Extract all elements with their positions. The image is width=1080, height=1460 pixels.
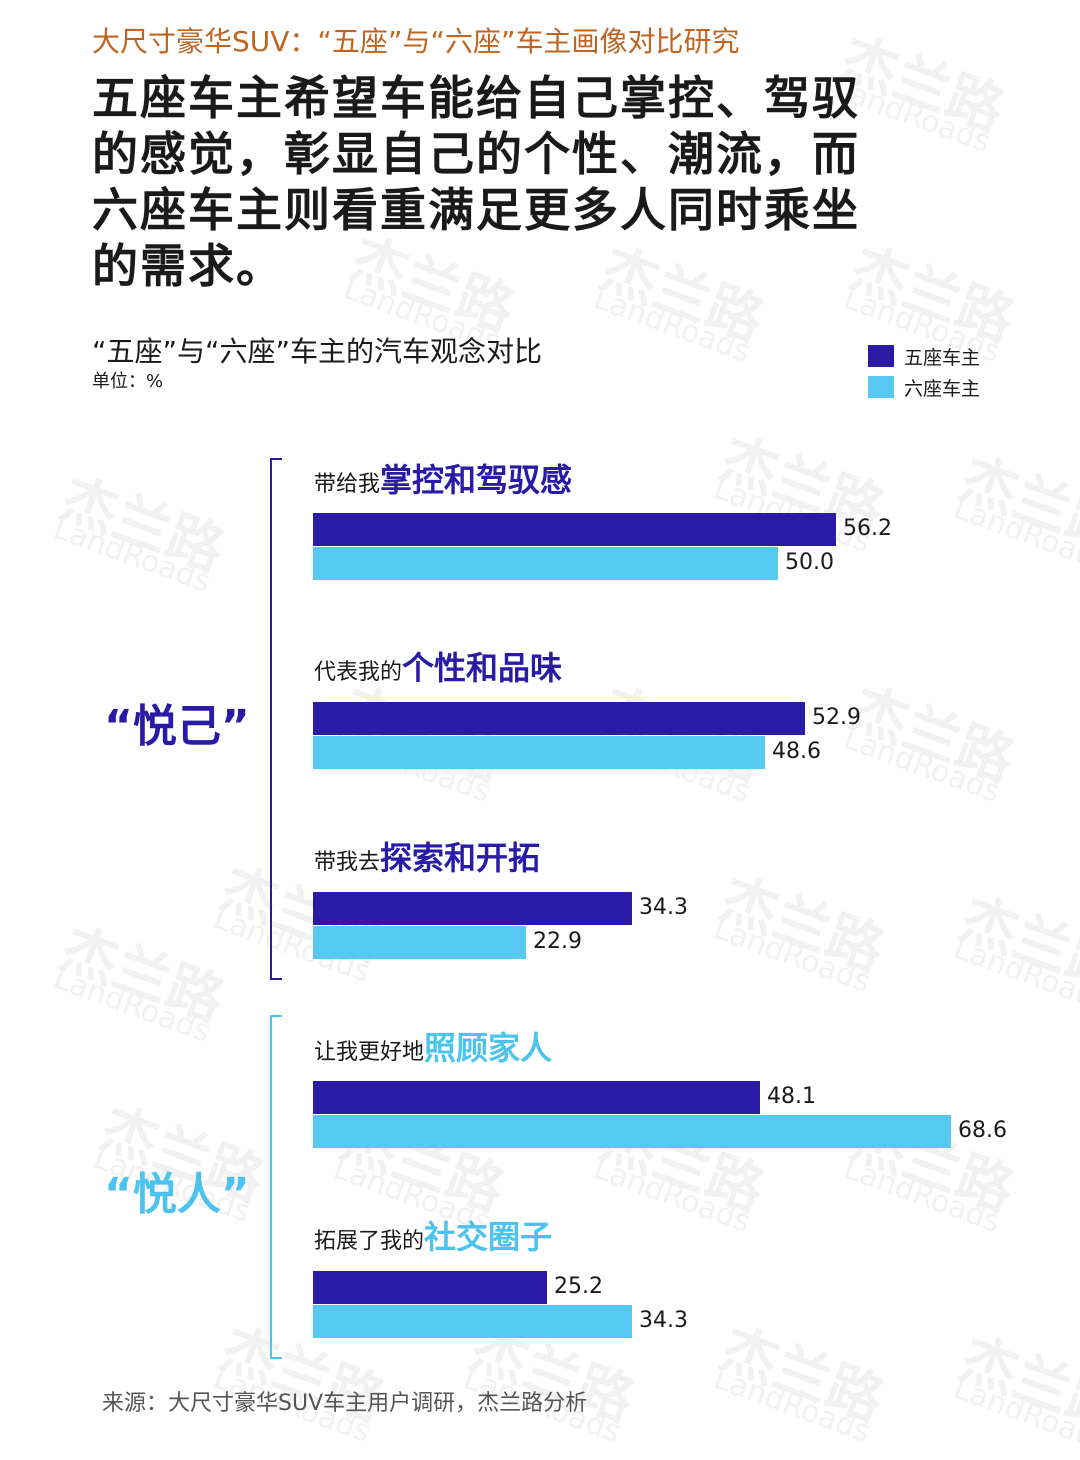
- watermark-text: 杰兰路: [952, 885, 1080, 1005]
- category-label-prefix: 代表我的: [314, 660, 403, 685]
- watermark-text: 杰兰路: [52, 915, 233, 1035]
- watermark-subtext: LandRoads: [948, 490, 1080, 581]
- bar-six-seat: [313, 1305, 632, 1338]
- category-label: 带我去探索和开拓: [314, 833, 540, 879]
- category-label: 让我更好地照顾家人: [314, 1023, 552, 1069]
- category-label-prefix: 带给我: [314, 472, 381, 497]
- watermark-text: 杰兰路: [842, 675, 1023, 795]
- category-label: 代表我的个性和品味: [314, 643, 562, 689]
- bar-value-label: 34.3: [639, 1308, 688, 1333]
- legend-label-five-seat: 五座车主: [904, 346, 981, 369]
- category-label-keyword: 个性和品味: [402, 649, 563, 687]
- watermark-subtext: LandRoads: [48, 960, 216, 1051]
- category-label-keyword: 社交圈子: [424, 1218, 553, 1256]
- bar-six-seat: [313, 736, 765, 769]
- category-label-prefix: 拓展了我的: [314, 1229, 425, 1254]
- group-bracket-yue-ren: [270, 1015, 282, 1359]
- category-label-prefix: 让我更好地: [314, 1040, 425, 1065]
- legend-item-six-seat: 六座车主: [868, 375, 981, 400]
- legend-label-six-seat: 六座车主: [904, 377, 981, 400]
- category-label: 拓展了我的社交圈子: [314, 1212, 552, 1258]
- bar-value-label: 22.9: [533, 929, 582, 954]
- watermark-text: 杰兰路: [952, 1325, 1080, 1445]
- watermark-subtext: LandRoads: [48, 510, 216, 601]
- bar-value-label: 34.3: [639, 895, 688, 920]
- legend-item-five-seat: 五座车主: [868, 344, 981, 369]
- category-label-keyword: 掌控和驾驭感: [380, 461, 573, 499]
- legend-swatch-five-seat: [868, 345, 894, 367]
- bar-five-seat: [313, 513, 836, 546]
- bar-five-seat: [313, 1271, 547, 1304]
- bar-six-seat: [313, 926, 526, 959]
- watermark-text: 杰兰路: [52, 465, 233, 585]
- category-label-keyword: 探索和开拓: [380, 839, 541, 877]
- chart-title: “五座”与“六座”车主的汽车观念对比: [92, 335, 543, 368]
- source-note: 来源：大尺寸豪华SUV车主用户调研，杰兰路分析: [102, 1391, 588, 1416]
- bar-value-label: 52.9: [812, 705, 861, 730]
- bar-six-seat: [313, 1115, 951, 1148]
- bar-value-label: 25.2: [554, 1274, 603, 1299]
- watermark-text: 杰兰路: [842, 1105, 1023, 1225]
- watermark-subtext: LandRoads: [708, 1360, 876, 1451]
- bar-value-label: 48.1: [767, 1084, 816, 1109]
- bar-value-label: 68.6: [958, 1118, 1007, 1143]
- chart-unit: 单位：%: [92, 371, 164, 392]
- group-bracket-yue-ji: [270, 458, 282, 980]
- watermark-subtext: LandRoads: [588, 1150, 756, 1241]
- watermark-text: 杰兰路: [712, 865, 893, 985]
- watermark-subtext: LandRoads: [948, 930, 1080, 1021]
- watermark-text: 杰兰路: [712, 1315, 893, 1435]
- bar-five-seat: [313, 702, 805, 735]
- watermark-subtext: LandRoads: [838, 1150, 1006, 1241]
- bar-six-seat: [313, 547, 778, 580]
- category-label: 带给我掌控和驾驭感: [314, 455, 572, 501]
- watermark-subtext: LandRoads: [838, 720, 1006, 811]
- category-label-keyword: 照顾家人: [424, 1029, 553, 1067]
- group-label-yue-ji: “悦己”: [104, 701, 250, 752]
- bar-value-label: 48.6: [772, 739, 821, 764]
- watermark-subtext: LandRoads: [948, 1370, 1080, 1460]
- bar-value-label: 50.0: [785, 550, 834, 575]
- headline: 五座车主希望车能给自己掌控、驾驭的感觉，彰显自己的个性、潮流，而六座车主则看重满…: [92, 71, 860, 293]
- bar-value-label: 56.2: [843, 516, 892, 541]
- watermark-subtext: LandRoads: [708, 910, 876, 1001]
- legend-swatch-six-seat: [868, 376, 894, 398]
- watermark-subtext: LandRoads: [588, 280, 756, 371]
- bar-five-seat: [313, 892, 632, 925]
- group-label-yue-ren: “悦人”: [104, 1169, 250, 1220]
- watermark-text: 杰兰路: [952, 445, 1080, 565]
- category-label-prefix: 带我去: [314, 850, 381, 875]
- bar-five-seat: [313, 1081, 760, 1114]
- report-kicker: 大尺寸豪华SUV：“五座”与“六座”车主画像对比研究: [92, 25, 740, 58]
